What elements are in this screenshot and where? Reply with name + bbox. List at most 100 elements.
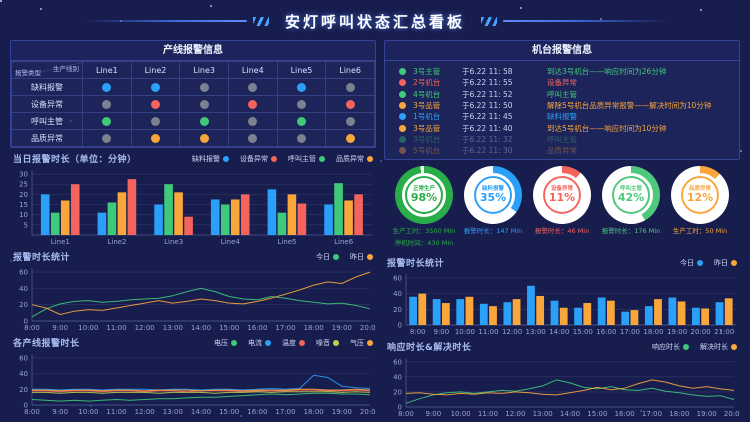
legend-item[interactable]: 设备异常 — [240, 154, 277, 164]
status-cell — [227, 129, 278, 147]
svg-text:13:00: 13:00 — [526, 328, 546, 336]
alarm-time: 于6.22 11: 50 — [462, 101, 513, 111]
legend-item[interactable]: 品质异常 — [336, 154, 373, 164]
alarm-dot — [399, 102, 406, 110]
svg-text:10:00: 10:00 — [455, 328, 475, 336]
svg-text:5: 5 — [24, 221, 28, 229]
svg-text:8:00: 8:00 — [24, 408, 40, 416]
legend-item[interactable]: 电压 — [214, 338, 237, 348]
alarm-dot — [399, 79, 406, 87]
response-resolve-section: 响应时长&解决时长 响应时长 解决时长 0 20 40 60 8:00 9:00 10:00 1… — [384, 339, 740, 419]
donut-percent: 11% — [548, 191, 576, 205]
alarm-duration-trend-section-left: 报警时长统计 今日 昨日 0 20 40 60 8:00 9:00 10:00 11:00 12:… — [10, 249, 376, 333]
legend-item[interactable]: 噪音 — [316, 338, 339, 348]
alarm-dot — [399, 124, 406, 132]
corner-label-type: 报警类型 — [15, 69, 41, 77]
alarm-time: 于6.22 11: 45 — [462, 112, 513, 122]
donut-caption: 报警时长：147 Min — [463, 227, 523, 236]
status-cell — [325, 95, 375, 113]
svg-text:40: 40 — [393, 290, 402, 298]
legend-item[interactable]: 今日 — [680, 258, 703, 268]
svg-text:10:00: 10:00 — [78, 408, 98, 416]
svg-text:20:00: 20:00 — [691, 328, 711, 336]
table-row: 品质异常 — [11, 129, 375, 147]
chart-title: 响应时长&解决时长 — [387, 343, 472, 354]
header-decor-slashes-left — [252, 16, 269, 26]
svg-text:Line4: Line4 — [221, 238, 241, 246]
legend-dot — [697, 259, 703, 266]
legend-item[interactable]: 气压 — [350, 338, 373, 348]
status-cell — [82, 112, 132, 130]
donut-percent: 42% — [617, 191, 645, 205]
legend-item[interactable]: 今日 — [316, 252, 339, 262]
svg-text:17:00: 17:00 — [620, 328, 640, 336]
svg-text:12:00: 12:00 — [502, 328, 522, 336]
legend-item[interactable]: 缺料报警 — [192, 154, 229, 164]
legend-item[interactable]: 解决时长 — [700, 342, 737, 352]
table-column-header: Line3 — [179, 61, 229, 79]
status-dot — [102, 133, 112, 143]
status-cell — [179, 95, 229, 113]
table-column-header: Line2 — [130, 61, 181, 79]
svg-text:15:00: 15:00 — [219, 324, 239, 332]
chart-title: 报警时长统计 — [387, 259, 445, 270]
machine-alarm-row: 3号机台 于6.22 11: 32 呼叫主管 — [385, 134, 739, 145]
status-dot — [296, 116, 306, 126]
status-dot — [345, 99, 355, 109]
svg-text:14:00: 14:00 — [191, 408, 211, 416]
status-donuts: 正常生产 98% 生产工时：3500 Min 停机时间：430 Min 缺料报警 35% 报… — [384, 160, 740, 252]
chart-legend: 缺料报警 设备异常 呼叫主管 品质异常 — [192, 154, 373, 164]
chart-legend: 今日 昨日 — [316, 252, 373, 262]
alarm-source: 3号机台 — [413, 134, 441, 144]
response-resolve-line-chart: 0 20 40 60 8:00 9:00 10:00 11:00 12:00 13:00 14:00… — [393, 358, 740, 418]
line-alarm-duration-section: 各产线报警时长 电压 电流 温度 噪音 气压 0 20 40 60 8:00 9:00 10:00 1… — [10, 335, 376, 417]
svg-text:60: 60 — [19, 354, 28, 362]
table-column-header: Line5 — [276, 61, 327, 79]
alarm-source: 4号机台 — [413, 89, 441, 99]
legend-dot — [683, 343, 689, 350]
machine-alarm-panel: 机台报警信息 3号主管 于6.22 11: 58 到达3号机台——响应时间为26分钟… — [384, 40, 740, 161]
alarm-message: 设备异常 — [547, 78, 577, 88]
status-donut: 呼叫主管 42% 报警时长：176 Min — [599, 166, 663, 252]
chart-legend: 今日 昨日 — [680, 258, 737, 268]
donut-caption: 生产工时：50 Min — [672, 227, 728, 236]
legend-dot — [367, 339, 373, 346]
svg-text:13:00: 13:00 — [163, 324, 183, 332]
svg-text:15:00: 15:00 — [219, 408, 239, 416]
legend-item[interactable]: 呼叫主管 — [288, 154, 325, 164]
alarm-message: 解除5号机台品质异常报警——解决时间为10分钟 — [547, 101, 712, 111]
table-column-header: Line4 — [227, 61, 278, 79]
legend-dot — [333, 339, 339, 346]
alarm-dot — [399, 147, 406, 155]
legend-item[interactable]: 昨日 — [714, 258, 737, 268]
table-row: 呼叫主管 — [11, 112, 375, 130]
svg-text:17:00: 17:00 — [642, 410, 662, 418]
legend-item[interactable]: 昨日 — [350, 252, 373, 262]
status-dot — [345, 133, 355, 143]
table-column-header: Line1 — [82, 61, 132, 79]
svg-text:20:00: 20:00 — [360, 324, 376, 332]
svg-text:13:00: 13:00 — [163, 408, 183, 416]
line-alarm-duration-line-chart: 0 20 40 60 8:00 9:00 10:00 11:00 12:00 13:00 14:00… — [19, 354, 376, 416]
donut-label: 正常生产 — [412, 186, 435, 193]
svg-text:14:00: 14:00 — [549, 328, 569, 336]
legend-item[interactable]: 电流 — [248, 338, 271, 348]
legend-item[interactable]: 响应时长 — [652, 342, 689, 352]
svg-text:12:00: 12:00 — [135, 324, 155, 332]
svg-text:Line3: Line3 — [164, 238, 183, 246]
status-cell — [130, 129, 181, 147]
alarm-dot — [399, 135, 406, 143]
svg-text:18:00: 18:00 — [304, 408, 324, 416]
donut-ring: 品质异常 12% — [671, 166, 729, 225]
production-line-alarm-title: 产线报警信息 — [11, 41, 375, 61]
svg-text:40: 40 — [393, 374, 402, 382]
donut-percent: 98% — [410, 191, 438, 205]
legend-item[interactable]: 温度 — [282, 338, 305, 348]
legend-dot — [731, 343, 737, 350]
svg-text:14:00: 14:00 — [191, 324, 211, 332]
daily-alarm-duration-bar-chart: 5 10 15 20 25 30 Line1 Line2 Line3 Line4 Line5 Line… — [19, 170, 372, 246]
status-cell — [325, 129, 375, 147]
legend-dot — [333, 253, 339, 260]
svg-text:17:00: 17:00 — [275, 408, 295, 416]
alarm-type-label: 缺料报警 — [11, 78, 83, 96]
